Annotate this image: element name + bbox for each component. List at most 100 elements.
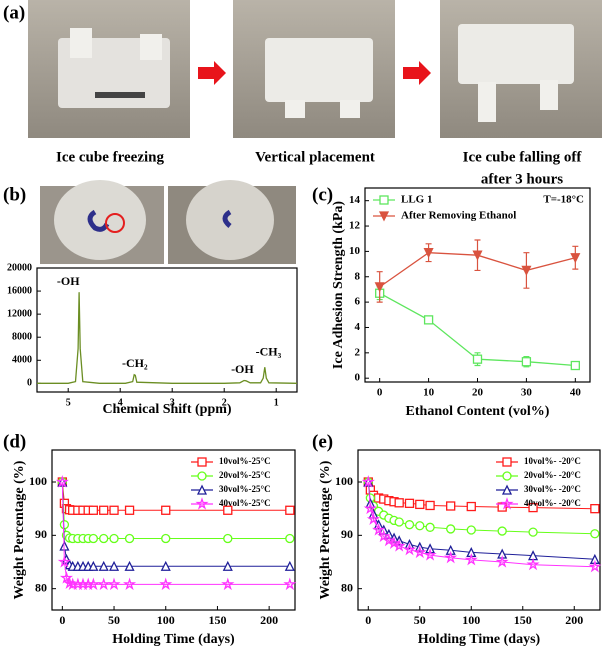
marker bbox=[415, 521, 425, 531]
x-tick-label: 20 bbox=[472, 387, 484, 399]
x-tick-label: 10 bbox=[423, 387, 435, 399]
x-axis-label: Chemical Shift (ppm) bbox=[102, 402, 231, 417]
marker bbox=[124, 560, 135, 571]
marker bbox=[160, 560, 171, 571]
series-line bbox=[37, 292, 298, 384]
y-tick-label: 4 bbox=[355, 321, 361, 333]
marker bbox=[59, 571, 73, 584]
y-tick-label: 100 bbox=[335, 474, 353, 488]
y-tick-label: 4000 bbox=[12, 355, 32, 366]
x-tick-label: 30 bbox=[521, 387, 533, 399]
marker bbox=[528, 527, 538, 537]
marker bbox=[502, 471, 512, 481]
marker bbox=[88, 560, 99, 571]
marker bbox=[588, 559, 602, 573]
marker bbox=[495, 555, 509, 568]
x-tick-label: 1 bbox=[274, 397, 279, 408]
marker bbox=[472, 250, 483, 261]
legend-label: 40vol%-25°C bbox=[219, 498, 271, 508]
marker bbox=[197, 471, 207, 481]
marker bbox=[109, 505, 119, 515]
x-tick-label: 100 bbox=[157, 613, 175, 627]
legend-label: 30vol%- -20°C bbox=[524, 484, 581, 494]
y-tick-label: 2 bbox=[355, 346, 361, 358]
marker bbox=[394, 498, 404, 508]
marker bbox=[590, 504, 600, 514]
marker bbox=[500, 497, 514, 510]
y-tick-label: 0 bbox=[355, 372, 361, 384]
photo-tube bbox=[168, 180, 296, 264]
y-tick-label: 14 bbox=[349, 194, 361, 206]
marker bbox=[392, 539, 406, 552]
marker bbox=[446, 501, 456, 511]
legend-label: 10vol%- -20°C bbox=[524, 456, 581, 466]
caption: after 3 hours bbox=[481, 171, 563, 187]
panel-label: (a) bbox=[3, 2, 25, 23]
arrow bbox=[198, 61, 226, 85]
marker bbox=[196, 484, 208, 495]
marker bbox=[223, 505, 233, 515]
marker bbox=[402, 542, 417, 556]
series-line bbox=[61, 481, 290, 567]
marker bbox=[394, 517, 404, 527]
marker bbox=[501, 484, 513, 495]
marker bbox=[526, 557, 540, 571]
legend-label: 10vol%-25°C bbox=[219, 456, 271, 466]
marker bbox=[161, 505, 171, 515]
marker bbox=[55, 475, 69, 488]
x-tick-label: 200 bbox=[565, 613, 583, 627]
marker bbox=[221, 577, 235, 591]
marker bbox=[497, 526, 507, 536]
marker bbox=[59, 520, 70, 530]
marker bbox=[464, 552, 478, 566]
peak-label: -CH₂ bbox=[122, 356, 148, 370]
marker bbox=[109, 533, 119, 544]
marker bbox=[502, 457, 512, 467]
caption: Ice cube falling off bbox=[463, 149, 583, 165]
y-tick-label: 6 bbox=[355, 296, 361, 308]
panel-label: (e) bbox=[312, 431, 333, 452]
x-tick-label: 4 bbox=[118, 397, 123, 408]
x-tick-label: 100 bbox=[462, 613, 480, 627]
marker bbox=[377, 529, 391, 543]
legend-label: 20vol%- -20°C bbox=[524, 470, 581, 480]
marker bbox=[108, 560, 120, 571]
marker bbox=[285, 505, 295, 515]
marker bbox=[123, 577, 137, 591]
x-tick-label: 0 bbox=[59, 613, 65, 627]
marker bbox=[197, 457, 207, 467]
y-tick-label: 80 bbox=[341, 580, 353, 594]
legend-label: 20vol%-25°C bbox=[219, 470, 271, 480]
y-tick-label: 80 bbox=[35, 580, 47, 594]
marker bbox=[466, 501, 476, 512]
marker bbox=[570, 253, 581, 264]
panel-label: (d) bbox=[3, 431, 26, 452]
marker bbox=[404, 520, 415, 530]
marker bbox=[379, 195, 389, 205]
marker bbox=[285, 533, 295, 544]
marker bbox=[425, 522, 435, 532]
y-tick-label: 8000 bbox=[12, 332, 32, 343]
marker bbox=[195, 497, 209, 510]
marker bbox=[107, 577, 121, 591]
x-tick-label: 150 bbox=[514, 613, 532, 627]
panel-label: (b) bbox=[3, 184, 26, 205]
annotation: T=-18°C bbox=[543, 194, 584, 206]
photo-tube bbox=[40, 180, 164, 264]
marker bbox=[86, 577, 100, 591]
y-tick-label: 12 bbox=[349, 220, 361, 232]
peak-label: -OH bbox=[57, 274, 80, 288]
x-axis-label: Holding Time (days) bbox=[112, 632, 235, 647]
marker bbox=[374, 282, 385, 293]
marker bbox=[99, 505, 109, 515]
x-tick-label: 0 bbox=[377, 387, 383, 399]
plot-frame bbox=[51, 449, 296, 611]
x-tick-label: 150 bbox=[208, 613, 226, 627]
marker bbox=[472, 354, 483, 364]
marker bbox=[521, 357, 532, 367]
marker bbox=[363, 501, 377, 515]
y-tick-label: 12000 bbox=[7, 308, 32, 319]
y-tick-label: 10 bbox=[349, 245, 361, 257]
marker bbox=[284, 560, 295, 571]
